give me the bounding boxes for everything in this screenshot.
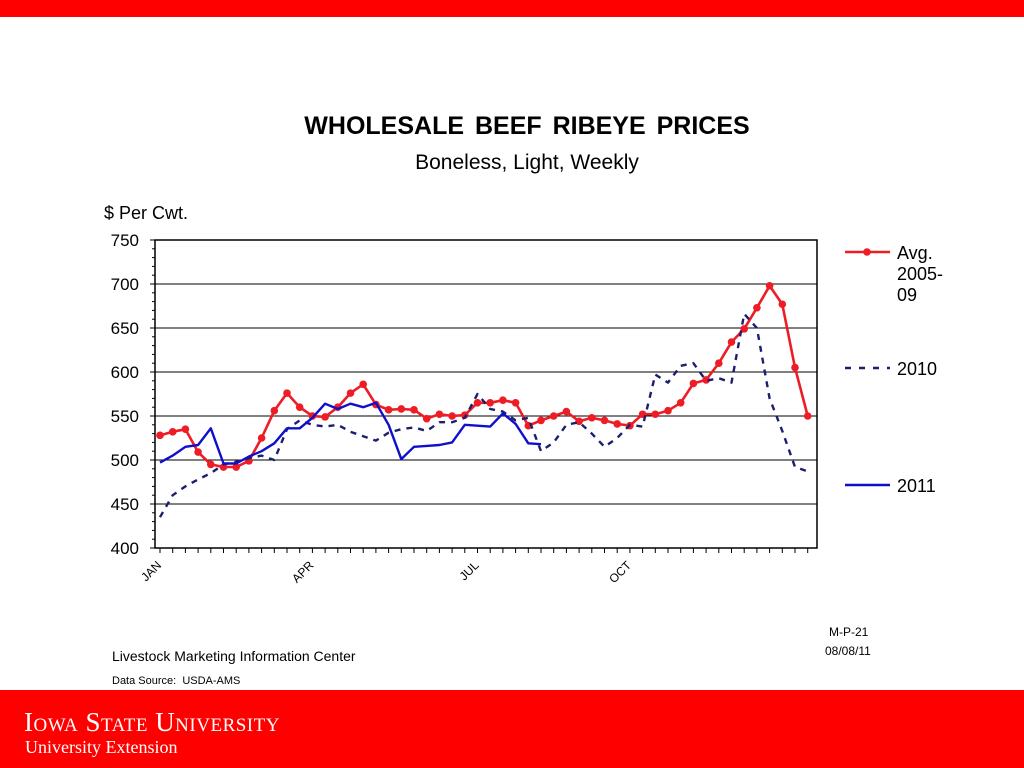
data-point-avg	[194, 448, 202, 456]
data-point-avg	[486, 399, 495, 407]
legend-label-avg: Avg. 2005- 09	[897, 243, 944, 305]
y-tick-label: 450	[111, 495, 139, 514]
chart-subtitle: Boneless, Light, Weekly	[415, 151, 639, 174]
data-point-avg	[461, 411, 469, 419]
data-point-avg	[359, 380, 368, 389]
data-point-avg	[499, 396, 507, 404]
data-point-avg	[651, 410, 660, 419]
data-point-avg	[511, 399, 520, 407]
source-org: Livestock Marketing Information Center	[112, 648, 356, 664]
footer-band	[0, 690, 1024, 768]
data-point-avg	[727, 338, 736, 346]
data-point-avg	[676, 399, 685, 407]
extension-logo-text: University Extension	[25, 737, 178, 757]
series-line-avg	[159, 284, 809, 469]
y-tick-label: 500	[111, 451, 139, 470]
y-tick-label: 750	[111, 231, 139, 250]
data-point-avg	[435, 410, 444, 419]
series-lines	[156, 281, 812, 518]
y-tick-label: 600	[111, 363, 139, 382]
x-axis-ticks: JAN APR JUL OCT	[138, 548, 809, 586]
data-point-avg	[537, 416, 545, 425]
data-point-avg	[664, 406, 672, 415]
y-tick-label: 400	[111, 539, 139, 558]
data-point-avg	[270, 406, 279, 415]
series-line-2011	[159, 401, 542, 465]
legend-label-2010: 2010	[897, 359, 938, 379]
chart-title: WHOLESALE BEEF RIBEYE PRICES	[304, 112, 750, 140]
y-tick-label: 700	[111, 275, 139, 294]
legend-marks	[845, 248, 890, 487]
data-point-avg	[181, 425, 190, 434]
y-tick-label: 550	[111, 407, 139, 426]
data-point-avg	[168, 428, 177, 436]
data-point-avg	[448, 412, 456, 420]
data-point-avg	[740, 325, 748, 333]
data-point-avg	[702, 376, 710, 384]
data-point-avg	[549, 412, 558, 420]
data-point-avg	[765, 281, 774, 290]
data-point-avg	[257, 434, 266, 442]
data-point-avg	[283, 389, 291, 397]
legend-label-2011: 2011	[897, 476, 936, 496]
data-point-avg	[473, 399, 482, 407]
data-source: Data Source: USDA-AMS	[112, 675, 241, 687]
data-point-avg	[778, 300, 787, 309]
data-point-avg	[613, 420, 621, 428]
data-point-avg	[207, 460, 215, 469]
series-line-2010	[158, 312, 809, 518]
y-axis-label: $ Per Cwt.	[104, 203, 189, 223]
chart-code: M-P-21	[829, 625, 869, 639]
y-tick-label: 650	[111, 319, 139, 338]
data-point-avg	[562, 407, 571, 416]
x-tick-label: JUL	[457, 558, 482, 583]
data-point-avg	[410, 406, 418, 414]
data-point-avg	[753, 303, 761, 312]
data-point-avg	[689, 379, 698, 388]
data-point-avg	[600, 416, 609, 425]
chart-date: 08/08/11	[825, 644, 871, 658]
data-point-avg	[384, 406, 393, 414]
plot-frame	[154, 239, 818, 549]
data-point-avg	[588, 413, 596, 422]
top-red-bar	[0, 0, 1024, 17]
line-chart: 400 450 500 550 600 650 700 750 JAN APR JUL OCT	[111, 231, 890, 586]
data-point-avg	[575, 417, 583, 426]
data-point-avg	[803, 412, 812, 420]
y-axis-ticks: 400 450 500 550 600 650 700 750	[111, 231, 155, 558]
data-point-avg	[715, 359, 723, 368]
data-point-avg	[295, 403, 304, 412]
x-tick-label: JAN	[138, 558, 164, 584]
data-point-avg	[321, 413, 329, 421]
legend-marker-avg	[863, 248, 871, 256]
x-tick-label: APR	[289, 558, 317, 586]
data-point-avg	[346, 389, 355, 397]
x-tick-label: OCT	[606, 558, 634, 586]
university-logo-text: Iowa State University	[24, 707, 280, 737]
data-point-avg	[422, 414, 431, 423]
data-point-avg	[232, 463, 240, 471]
data-point-avg	[156, 431, 164, 440]
gridlines	[155, 283, 817, 505]
data-point-avg	[791, 363, 799, 372]
data-point-avg	[397, 405, 406, 413]
